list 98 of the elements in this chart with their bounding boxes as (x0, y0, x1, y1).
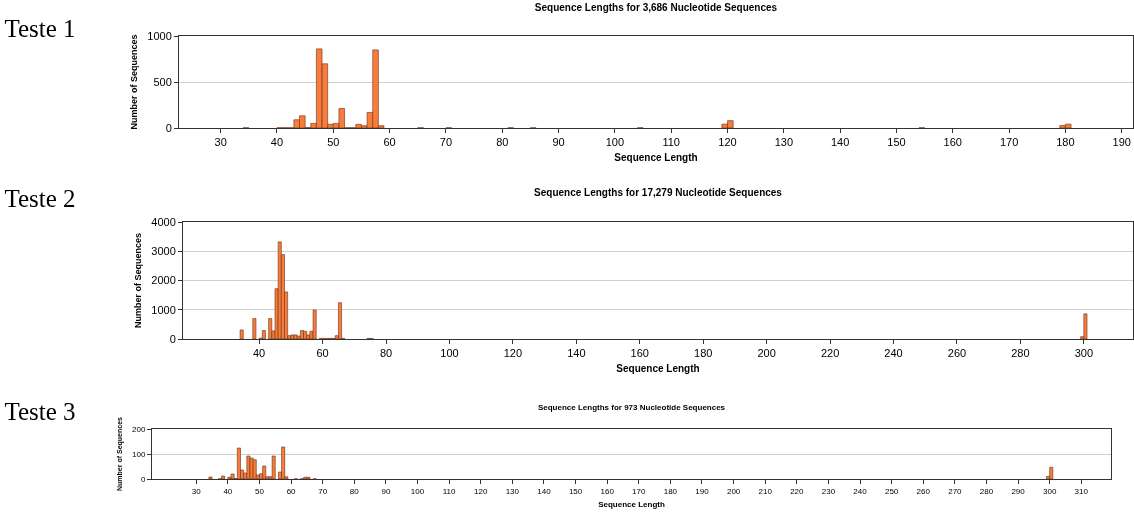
x-tick-label: 100 (410, 486, 425, 496)
x-tick-label: 90 (381, 486, 391, 496)
x-tick-label: 230 (821, 486, 836, 496)
text: Teste 1 (3, 15, 77, 42)
x-tick-label: 300 (1043, 486, 1057, 496)
x-tick-label: 100 (440, 347, 459, 360)
bar (293, 334, 298, 339)
x-tick-label: 130 (505, 486, 520, 496)
x-tick-label: 140 (830, 136, 850, 149)
x-tick-label: 80 (496, 136, 509, 149)
bar (338, 302, 342, 339)
x-tick-label: 30 (191, 486, 202, 496)
x-tick-label: 150 (568, 486, 583, 496)
x-tick-label: 160 (943, 136, 962, 149)
x-tick-label: 180 (663, 486, 678, 496)
y-tick-label: 1000 (151, 303, 176, 316)
bar (312, 309, 317, 339)
x-tick-label: 50 (327, 136, 340, 149)
x-tick-label: 90 (552, 136, 565, 149)
x-tick-label: 130 (774, 136, 794, 149)
x-tick-label: 180 (694, 347, 713, 360)
x-tick-label: 160 (630, 347, 649, 360)
y-tick-label: 0 (169, 332, 176, 345)
bar (281, 446, 286, 479)
bar (262, 465, 267, 479)
bar (1049, 466, 1054, 479)
x-tick-label: 80 (349, 486, 360, 496)
x-tick-label: 170 (632, 486, 646, 496)
bar (252, 459, 257, 479)
x-tick-label: 210 (758, 486, 773, 496)
y-tick-label: 2000 (151, 274, 176, 287)
x-tick-label: 240 (884, 347, 903, 360)
x-tick-label: 280 (979, 486, 994, 496)
chart-title: Sequence Lengths for 3,686 Nucleotide Sequences (534, 2, 778, 13)
x-tick-label: 40 (270, 136, 284, 149)
x-tick-label: 160 (600, 486, 615, 496)
x-tick-label: 80 (379, 347, 393, 360)
x-tick-label: 240 (853, 486, 868, 496)
bar (239, 329, 244, 339)
y-tick-label: 500 (153, 75, 172, 88)
x-tick-label: 200 (757, 347, 776, 360)
x-tick-label: 120 (474, 486, 488, 496)
bar (208, 476, 213, 479)
bar (262, 330, 266, 339)
x-tick-label: 40 (253, 347, 266, 360)
bar (1083, 313, 1088, 339)
x-tick-label: 260 (947, 347, 967, 360)
x-tick-label: 60 (286, 486, 297, 496)
x-tick-label: 170 (999, 136, 1019, 149)
bar (237, 447, 241, 479)
y-axis-title: Number of Sequences (132, 232, 143, 329)
x-tick-label: 220 (790, 486, 805, 496)
x-tick-label: 120 (503, 347, 523, 360)
x-tick-label: 300 (1074, 347, 1094, 360)
x-axis-title: Sequence Length (598, 499, 665, 509)
x-tick-label: 190 (695, 486, 710, 496)
x-tick-label: 190 (1112, 136, 1131, 149)
bar (268, 318, 273, 339)
x-tick-label: 150 (887, 136, 906, 149)
x-tick-label: 60 (383, 136, 396, 149)
x-tick-label: 110 (442, 486, 457, 496)
bar (306, 334, 311, 339)
y-tick-label: 200 (132, 424, 146, 434)
x-tick-label: 220 (820, 347, 840, 360)
x-tick-label: 200 (726, 486, 741, 496)
x-tick-label: 250 (884, 486, 899, 496)
x-tick-label: 120 (718, 136, 737, 149)
x-tick-label: 310 (1074, 486, 1089, 496)
x-tick-label: 110 (662, 136, 680, 149)
x-tick-label: 140 (567, 347, 586, 360)
y-tick-label: 0 (165, 121, 172, 134)
x-tick-label: 180 (1056, 136, 1075, 149)
y-tick-label: 1000 (147, 29, 172, 42)
x-tick-label: 100 (605, 136, 625, 149)
x-tick-label: 40 (223, 486, 233, 496)
x-tick-label: 290 (1011, 486, 1026, 496)
x-tick-label: 30 (214, 136, 227, 149)
bar (271, 455, 276, 479)
x-tick-label: 50 (255, 486, 265, 496)
chart-title: Sequence Lengths for 17,279 Nucleotide Sequences (534, 187, 783, 198)
x-tick-label: 260 (916, 486, 931, 496)
y-tick-label: 3000 (151, 245, 176, 258)
y-axis-title: Number of Sequences (128, 34, 139, 130)
x-tick-label: 70 (439, 136, 453, 149)
bar (303, 330, 308, 339)
x-tick-label: 280 (1011, 347, 1030, 360)
y-tick-label: 0 (140, 474, 146, 484)
x-axis-title: Sequence Length (616, 362, 700, 374)
x-tick-label: 140 (537, 486, 552, 496)
x-tick-label: 270 (948, 486, 963, 496)
x-tick-label: 70 (318, 486, 328, 496)
text: Teste 3 (3, 398, 77, 425)
text: Teste 2 (3, 185, 77, 212)
x-tick-label: 60 (316, 347, 329, 360)
x-axis-title: Sequence Length (614, 151, 698, 163)
chart-title: Sequence Lengths for 973 Nucleotide Sequences (537, 402, 726, 412)
y-tick-label: 100 (132, 449, 146, 459)
y-tick-label: 4000 (151, 215, 176, 228)
